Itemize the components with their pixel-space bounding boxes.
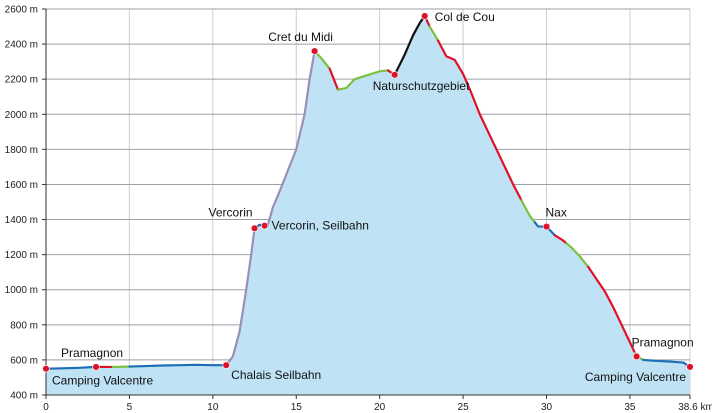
- waypoint-label: Naturschutzgebiet: [373, 79, 470, 93]
- y-tick-label: 2200 m: [5, 75, 38, 86]
- x-tick-label: 10: [207, 402, 219, 413]
- trail-segment: [587, 265, 637, 354]
- waypoint-marker: [42, 364, 50, 373]
- y-tick-label: 2600 m: [5, 5, 38, 16]
- waypoint-label-layer: Camping Valcentre Pramagnon Chalais Seilba…: [52, 10, 694, 388]
- waypoint-layer: [42, 12, 694, 373]
- trail-segment: [565, 242, 590, 269]
- y-tick-label: 600 m: [10, 355, 38, 366]
- x-tick-label: 35: [624, 402, 636, 413]
- waypoint-label: Pramagnon: [632, 335, 694, 349]
- waypoint-label: Col de Cou: [435, 10, 495, 24]
- area-layer: [46, 16, 690, 396]
- axis-layer: 400 m 600 m 800 m 1000 m 1200 m 1400 m 1600 m 1…: [5, 5, 712, 413]
- waypoint-marker: [542, 222, 551, 231]
- x-tick-label: 38.6 km: [678, 402, 712, 413]
- waypoint-marker: [421, 12, 429, 20]
- waypoint-label: Cret du Midi: [268, 30, 333, 44]
- elevation-area: [46, 16, 690, 396]
- waypoint-marker: [390, 71, 399, 79]
- y-tick-label: 400 m: [10, 391, 38, 402]
- y-tick-label: 2400 m: [5, 40, 38, 51]
- waypoint-label: Pramagnon: [61, 346, 123, 360]
- waypoint-label: Nax: [546, 206, 567, 220]
- waypoint-label: Camping Valcentre: [585, 370, 686, 384]
- trail-segment: [395, 14, 426, 73]
- y-tick-label: 800 m: [10, 320, 38, 331]
- x-tick-label: 0: [43, 402, 49, 413]
- trail-segment: [520, 199, 536, 224]
- trail-segment: [436, 39, 523, 202]
- x-tick-label: 20: [374, 402, 386, 413]
- waypoint-marker: [250, 224, 259, 233]
- waypoint-marker: [92, 363, 100, 371]
- y-tick-label: 1800 m: [5, 145, 38, 156]
- x-tick-label: 5: [127, 402, 133, 413]
- y-tick-label: 2000 m: [5, 110, 38, 121]
- trail-segment: [553, 234, 568, 245]
- y-tick-label: 1000 m: [5, 285, 38, 296]
- waypoint-marker: [310, 47, 319, 55]
- trail-segment: [328, 67, 340, 91]
- waypoint-label: Chalais Seilbahn: [231, 368, 321, 382]
- waypoint-label: Vercorin: [209, 205, 253, 219]
- y-tick-label: 1400 m: [5, 215, 38, 226]
- trail-segment: [266, 50, 316, 226]
- x-tick-label: 30: [541, 402, 553, 413]
- x-tick-label: 15: [291, 402, 303, 413]
- trail-segment: [44, 365, 96, 370]
- waypoint-marker: [260, 221, 269, 230]
- trail-segment: [533, 221, 556, 237]
- x-tick-label: 25: [458, 402, 470, 413]
- y-tick-label: 1200 m: [5, 250, 38, 261]
- waypoint-marker: [686, 363, 694, 371]
- trail-segment: [225, 227, 256, 367]
- trail-segment: [642, 358, 692, 369]
- trail-segment: [336, 69, 390, 91]
- y-tick-label: 1600 m: [5, 180, 38, 191]
- waypoint-marker: [632, 352, 641, 361]
- waypoint-label: Vercorin, Seilbahn: [272, 219, 369, 233]
- waypoint-label: Camping Valcentre: [52, 374, 153, 388]
- trail-line-layer: [44, 14, 692, 370]
- trail-segment: [428, 25, 440, 42]
- trail-segment: [128, 363, 228, 368]
- waypoint-marker: [222, 361, 230, 369]
